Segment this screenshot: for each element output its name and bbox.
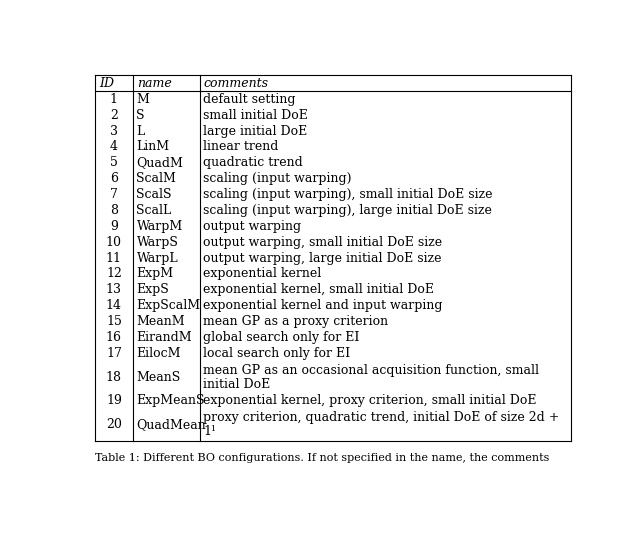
Text: 5: 5 — [110, 156, 118, 169]
Text: exponential kernel and input warping: exponential kernel and input warping — [203, 299, 443, 312]
Text: WarpS: WarpS — [136, 236, 179, 249]
Text: output warping, large initial DoE size: output warping, large initial DoE size — [203, 251, 442, 264]
Text: exponential kernel, small initial DoE: exponential kernel, small initial DoE — [203, 283, 434, 296]
Text: initial DoE: initial DoE — [203, 378, 270, 391]
Text: 17: 17 — [106, 347, 122, 360]
Text: scaling (input warping): scaling (input warping) — [203, 172, 351, 185]
Text: 19: 19 — [106, 395, 122, 408]
Text: WarpM: WarpM — [136, 220, 182, 233]
Text: proxy criterion, quadratic trend, initial DoE of size 2d +: proxy criterion, quadratic trend, initia… — [203, 411, 559, 424]
Text: 4: 4 — [110, 140, 118, 153]
Text: exponential kernel, proxy criterion, small initial DoE: exponential kernel, proxy criterion, sma… — [203, 395, 536, 408]
Text: small initial DoE: small initial DoE — [203, 108, 308, 121]
Text: ScalS: ScalS — [136, 188, 172, 201]
Text: name: name — [137, 77, 172, 90]
Text: 18: 18 — [106, 371, 122, 384]
Text: comments: comments — [204, 77, 269, 90]
Text: LinM: LinM — [136, 140, 170, 153]
Text: mean GP as a proxy criterion: mean GP as a proxy criterion — [203, 315, 388, 328]
Text: 13: 13 — [106, 283, 122, 296]
Text: 20: 20 — [106, 418, 122, 431]
Text: WarpL: WarpL — [136, 251, 178, 264]
Text: ScalM: ScalM — [136, 172, 176, 185]
Text: 16: 16 — [106, 331, 122, 344]
Text: large initial DoE: large initial DoE — [203, 125, 307, 138]
Text: Table 1: Different BO configurations. If not specified in the name, the comments: Table 1: Different BO configurations. If… — [95, 453, 549, 463]
Text: exponential kernel: exponential kernel — [203, 267, 321, 280]
Text: mean GP as an occasional acquisition function, small: mean GP as an occasional acquisition fun… — [203, 364, 539, 377]
Text: MeanM: MeanM — [136, 315, 185, 328]
Text: EirandM: EirandM — [136, 331, 192, 344]
Text: ExpMeanS: ExpMeanS — [136, 395, 205, 408]
Text: M: M — [136, 93, 149, 106]
Text: 8: 8 — [110, 204, 118, 217]
Text: 14: 14 — [106, 299, 122, 312]
Text: scaling (input warping), small initial DoE size: scaling (input warping), small initial D… — [203, 188, 493, 201]
Text: ExpM: ExpM — [136, 267, 173, 280]
Text: ID: ID — [99, 77, 114, 90]
Text: local search only for EI: local search only for EI — [203, 347, 350, 360]
Text: MeanS: MeanS — [136, 371, 180, 384]
Text: 15: 15 — [106, 315, 122, 328]
Text: global search only for EI: global search only for EI — [203, 331, 360, 344]
Text: 11: 11 — [106, 251, 122, 264]
Text: ScalL: ScalL — [136, 204, 172, 217]
Text: 12: 12 — [106, 267, 122, 280]
Text: S: S — [136, 108, 145, 121]
Text: scaling (input warping), large initial DoE size: scaling (input warping), large initial D… — [203, 204, 492, 217]
Text: ExpScalM: ExpScalM — [136, 299, 200, 312]
Text: ExpS: ExpS — [136, 283, 169, 296]
Text: 6: 6 — [110, 172, 118, 185]
Text: default setting: default setting — [203, 93, 296, 106]
Text: quadratic trend: quadratic trend — [203, 156, 303, 169]
Text: QuadMean: QuadMean — [136, 418, 206, 431]
Text: 10: 10 — [106, 236, 122, 249]
Text: output warping, small initial DoE size: output warping, small initial DoE size — [203, 236, 442, 249]
Text: 2: 2 — [110, 108, 118, 121]
Text: linear trend: linear trend — [203, 140, 278, 153]
Text: L: L — [136, 125, 145, 138]
Text: 1: 1 — [203, 425, 211, 438]
Text: output warping: output warping — [203, 220, 301, 233]
Text: 3: 3 — [110, 125, 118, 138]
Text: 1: 1 — [210, 425, 215, 433]
Text: 9: 9 — [110, 220, 118, 233]
Text: EilocM: EilocM — [136, 347, 181, 360]
Text: 7: 7 — [110, 188, 118, 201]
Text: 1: 1 — [110, 93, 118, 106]
Text: QuadM: QuadM — [136, 156, 183, 169]
